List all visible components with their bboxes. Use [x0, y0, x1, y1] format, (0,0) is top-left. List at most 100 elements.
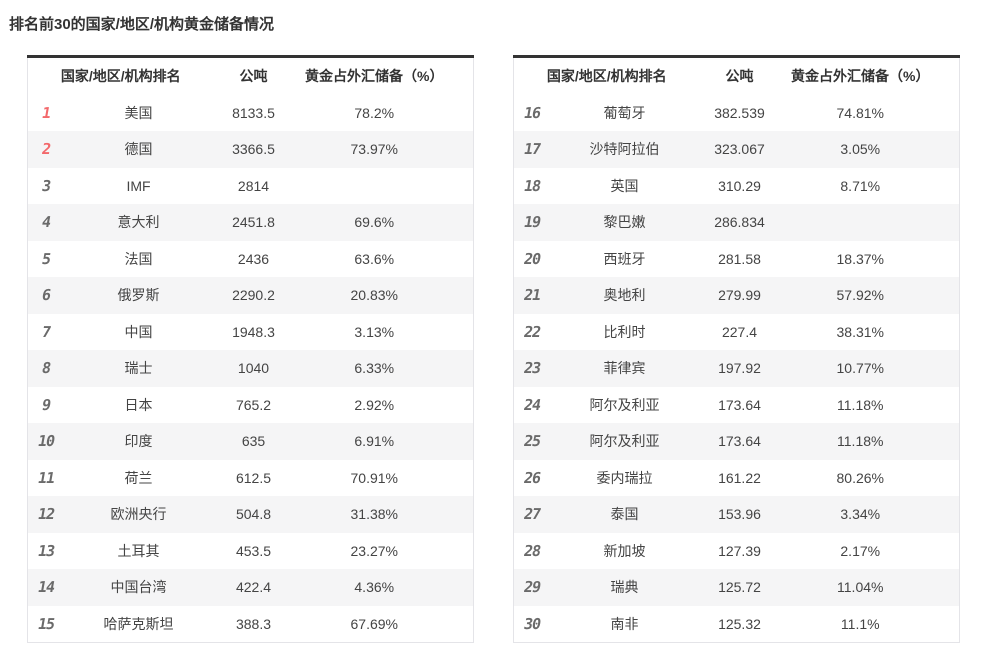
- rank-cell: 18: [513, 167, 550, 204]
- rank-cell: 30: [513, 605, 550, 642]
- rank-cell: 11: [27, 459, 64, 496]
- percent-cell: 2.17%: [789, 532, 960, 569]
- tonnes-cell: 422.4: [213, 569, 304, 606]
- rank-cell: 6: [27, 277, 64, 314]
- country-cell: 德国: [63, 131, 214, 168]
- rank-number: 7: [40, 322, 52, 341]
- table-row: 7 中国 1948.3 3.13%: [27, 313, 474, 350]
- rank-number: 23: [522, 359, 542, 378]
- percent-cell: [789, 204, 960, 241]
- rank-number: 13: [36, 541, 56, 560]
- country-cell: 日本: [63, 386, 214, 423]
- table-row: 21 奥地利 279.99 57.92%: [513, 277, 960, 314]
- tonnes-cell: 1948.3: [213, 313, 304, 350]
- percent-cell: 10.77%: [789, 350, 960, 387]
- country-cell: 哈萨克斯坦: [63, 605, 214, 642]
- rank-number: 11: [36, 468, 56, 487]
- table-row: 18 英国 310.29 8.71%: [513, 167, 960, 204]
- tonnes-cell: 125.72: [699, 569, 790, 606]
- tonnes-cell: 173.64: [699, 386, 790, 423]
- rank-cell: 28: [513, 532, 550, 569]
- percent-cell: 11.18%: [789, 386, 960, 423]
- rank-cell: 15: [27, 605, 64, 642]
- country-cell: 瑞典: [549, 569, 700, 606]
- tonnes-cell: 765.2: [213, 386, 304, 423]
- country-cell: 葡萄牙: [549, 94, 700, 131]
- percent-cell: 20.83%: [303, 277, 474, 314]
- column-header-tonnes: 公吨: [699, 56, 790, 95]
- tonnes-cell: 2814: [213, 167, 304, 204]
- tonnes-cell: 3366.5: [213, 131, 304, 168]
- table-row: 22 比利时 227.4 38.31%: [513, 313, 960, 350]
- country-cell: 中国台湾: [63, 569, 214, 606]
- table-row: 9 日本 765.2 2.92%: [27, 386, 474, 423]
- tonnes-cell: 453.5: [213, 532, 304, 569]
- table-header: 国家/地区/机构排名 公吨 黄金占外汇储备（%）: [27, 56, 474, 95]
- rank-cell: 17: [513, 131, 550, 168]
- rank-number: 1: [40, 103, 52, 122]
- rank-cell: 13: [27, 532, 64, 569]
- rank-number: 12: [36, 505, 56, 524]
- percent-cell: 4.36%: [303, 569, 474, 606]
- rank-number: 21: [522, 286, 542, 305]
- percent-cell: 74.81%: [789, 94, 960, 131]
- country-cell: 比利时: [549, 313, 700, 350]
- percent-cell: 11.1%: [789, 605, 960, 642]
- tonnes-cell: 173.64: [699, 423, 790, 460]
- country-cell: 土耳其: [63, 532, 214, 569]
- country-cell: 法国: [63, 240, 214, 277]
- rank-cell: 27: [513, 496, 550, 533]
- country-cell: 西班牙: [549, 240, 700, 277]
- table-row: 3 IMF 2814: [27, 167, 474, 204]
- rank-cell: 4: [27, 204, 64, 241]
- rank-number: 24: [522, 395, 542, 414]
- country-cell: 黎巴嫩: [549, 204, 700, 241]
- column-header-rank-name: 国家/地区/机构排名: [513, 56, 700, 95]
- table-row: 4 意大利 2451.8 69.6%: [27, 204, 474, 241]
- country-cell: 阿尔及利亚: [549, 423, 700, 460]
- column-header-gold-fx-percent: 黄金占外汇储备（%）: [789, 56, 960, 95]
- rank-number: 17: [522, 140, 542, 159]
- rank-cell: 12: [27, 496, 64, 533]
- percent-cell: 6.33%: [303, 350, 474, 387]
- country-cell: 阿尔及利亚: [549, 386, 700, 423]
- percent-cell: 63.6%: [303, 240, 474, 277]
- percent-cell: 8.71%: [789, 167, 960, 204]
- table-row: 14 中国台湾 422.4 4.36%: [27, 569, 474, 606]
- table-row: 10 印度 635 6.91%: [27, 423, 474, 460]
- country-cell: 新加坡: [549, 532, 700, 569]
- table-row: 25 阿尔及利亚 173.64 11.18%: [513, 423, 960, 460]
- column-header-rank-name: 国家/地区/机构排名: [27, 56, 214, 95]
- tonnes-cell: 197.92: [699, 350, 790, 387]
- country-cell: 意大利: [63, 204, 214, 241]
- table-row: 2 德国 3366.5 73.97%: [27, 131, 474, 168]
- country-cell: 俄罗斯: [63, 277, 214, 314]
- tonnes-cell: 1040: [213, 350, 304, 387]
- country-cell: 委内瑞拉: [549, 459, 700, 496]
- gold-table-rank-16-30: 国家/地区/机构排名 公吨 黄金占外汇储备（%） 16 葡萄牙 382.539 …: [513, 55, 960, 643]
- rank-number: 2: [40, 140, 52, 159]
- rank-number: 28: [522, 541, 542, 560]
- country-cell: 瑞士: [63, 350, 214, 387]
- rank-cell: 10: [27, 423, 64, 460]
- table-body: 16 葡萄牙 382.539 74.81% 17 沙特阿拉伯 323.067 3…: [513, 94, 960, 642]
- rank-cell: 16: [513, 94, 550, 131]
- rank-number: 20: [522, 249, 542, 268]
- percent-cell: 67.69%: [303, 605, 474, 642]
- percent-cell: 70.91%: [303, 459, 474, 496]
- rank-number: 30: [522, 614, 542, 633]
- rank-cell: 8: [27, 350, 64, 387]
- rank-number: 8: [40, 359, 52, 378]
- country-cell: 中国: [63, 313, 214, 350]
- country-cell: 欧洲央行: [63, 496, 214, 533]
- tonnes-cell: 635: [213, 423, 304, 460]
- percent-cell: 6.91%: [303, 423, 474, 460]
- percent-cell: 23.27%: [303, 532, 474, 569]
- tonnes-cell: 279.99: [699, 277, 790, 314]
- rank-number: 27: [522, 505, 542, 524]
- table-row: 20 西班牙 281.58 18.37%: [513, 240, 960, 277]
- country-cell: 英国: [549, 167, 700, 204]
- country-cell: 印度: [63, 423, 214, 460]
- country-cell: 泰国: [549, 496, 700, 533]
- page-title: 排名前30的国家/地区/机构黄金储备情况: [9, 16, 275, 33]
